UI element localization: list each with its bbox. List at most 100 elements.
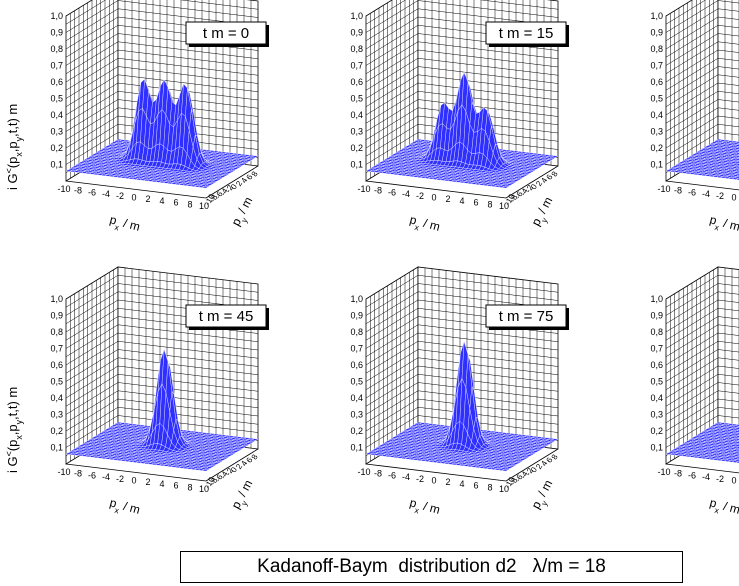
x-tick-label: 2: [145, 194, 150, 204]
y-tick-label: 8: [550, 169, 560, 178]
x-tick-label: -10: [357, 184, 370, 194]
y-tick-label: -8: [208, 193, 220, 204]
x-tick-label: 8: [187, 482, 192, 492]
z-tick-label: 0,5: [350, 94, 363, 104]
z-tick-label: 0,8: [350, 327, 363, 337]
x-tick-label: -6: [88, 470, 96, 480]
z-tick-labels: 0,1 0,2 0,3 0,4 0,5 0,6 0,7 0,8 0,9 1,0: [650, 294, 663, 453]
z-tick-label: 0,7: [50, 61, 63, 71]
y-tick-label: -4: [519, 186, 531, 197]
x-tick-label: -6: [88, 187, 96, 197]
wall-grid: [665, 267, 739, 462]
x-tick-label: 2: [445, 194, 450, 204]
z-tick-label: 0,8: [50, 44, 63, 54]
y-tick-label: 0: [229, 465, 239, 474]
distribution-surface: [665, 138, 739, 181]
z-tick-label: 0,8: [650, 327, 663, 337]
x-tick-label: -10: [657, 467, 670, 477]
z-tick-label: 0,6: [350, 360, 363, 370]
x-tick-label: 2: [145, 477, 150, 487]
z-tick-label: 0,3: [650, 127, 663, 137]
z-tick-label: 0,4: [50, 393, 63, 403]
x-tick-label: 6: [473, 198, 478, 208]
time-label: t m = 15: [499, 25, 554, 42]
x-tick-label: -6: [688, 187, 696, 197]
x-tick-label: -10: [57, 184, 70, 194]
z-tick-labels: 0,1 0,2 0,3 0,4 0,5 0,6 0,7 0,8 0,9 1,0: [350, 11, 363, 170]
x-tick-label: -2: [716, 191, 724, 201]
z-tick-label: 1,0: [50, 294, 63, 304]
z-tick-label: 0,1: [650, 160, 663, 170]
z-tick-label: 0,6: [650, 77, 663, 87]
z-tick-label: 0,6: [50, 77, 63, 87]
z-tick-label: 0,1: [650, 443, 663, 453]
surface-panel-2: 0,10,20,30,40,50,60,70,80,91,0-10 -8 -6 -4-…: [350, 0, 569, 237]
y-tick-label: -4: [519, 469, 531, 480]
x-tick-label: -10: [357, 467, 370, 477]
z-tick-label: 0,4: [650, 393, 663, 403]
x-tick-label: 0: [431, 476, 436, 486]
x-tick-label: -4: [102, 472, 110, 482]
y-tick-label: 2: [234, 179, 244, 188]
y-tick-label: 2: [234, 462, 244, 471]
z-tick-label: 1,0: [350, 11, 363, 21]
z-tick-label: 0,9: [350, 28, 363, 38]
z-tick-label: 0,4: [50, 110, 63, 120]
y-tick-label: 0: [529, 465, 539, 474]
distribution-surface: [365, 71, 559, 189]
time-label-box: [185, 21, 267, 45]
distribution-surface: [65, 78, 259, 189]
x-tick-label: -6: [688, 470, 696, 480]
x-tick-label: 4: [159, 479, 164, 489]
surface-panel-3: 0,1 0,2 0,3 0,4 0,5 0,6 0,7 0,8 0,9 1,0 -10 -8 -6 -4-…: [650, 0, 739, 234]
z-tick-label: 0,2: [350, 143, 363, 153]
z-tick-label: 0,7: [650, 344, 663, 354]
z-tick-label: 0,6: [650, 360, 663, 370]
z-tick-label: 0,1: [350, 443, 363, 453]
wall-grid: [65, 267, 259, 462]
z-tick-label: 0,3: [350, 127, 363, 137]
x-axis-label: px / m: [407, 212, 441, 237]
surface-panel-6: 0,1 0,2 0,3 0,4 0,5 0,6 0,7 0,8 0,9 1,0 -10 -8 -6 -4-…: [650, 266, 739, 517]
caption-prefix: Kadanoff-Baym distribution d2: [257, 556, 533, 577]
y-tick-label: -4: [219, 469, 231, 480]
x-tick-label: 6: [173, 481, 178, 491]
y-tick-label: 8: [550, 452, 560, 461]
x-tick-label: -2: [416, 191, 424, 201]
z-tick-label: 0,5: [50, 94, 63, 104]
x-tick-label: 0: [131, 476, 136, 486]
z-tick-label: 1,0: [350, 294, 363, 304]
x-tick-label: -2: [716, 474, 724, 484]
time-label: t m = 45: [199, 308, 254, 325]
z-tick-label: 1,0: [650, 294, 663, 304]
y-tick-label: 6: [545, 456, 555, 465]
y-axis-label: py / m: [228, 477, 258, 512]
y-tick-label: -4: [219, 186, 231, 197]
x-tick-label: -8: [74, 469, 82, 479]
x-tick-label: -10: [657, 184, 670, 194]
z-tick-label: 0,1: [50, 160, 63, 170]
x-tick-label: -8: [374, 469, 382, 479]
z-tick-label: 0,6: [50, 360, 63, 370]
z-tick-label: 0,5: [650, 377, 663, 387]
x-tick-label: 0: [731, 193, 736, 203]
z-tick-label: 0,9: [650, 28, 663, 38]
z-tick-label: 1,0: [650, 11, 663, 21]
x-tick-label: -10: [57, 467, 70, 477]
y-tick-label: 8: [250, 452, 260, 461]
x-tick-label: 0: [731, 476, 736, 486]
z-tick-label: 0,2: [50, 143, 63, 153]
z-tick-label: 0,8: [50, 327, 63, 337]
z-tick-label: 0,2: [50, 426, 63, 436]
y-tick-label: -6: [213, 189, 225, 200]
y-tick-label: -2: [224, 183, 236, 194]
y-tick-label: -6: [513, 189, 525, 200]
z-tick-label: 0,6: [350, 77, 363, 87]
x-tick-label: -2: [116, 474, 124, 484]
